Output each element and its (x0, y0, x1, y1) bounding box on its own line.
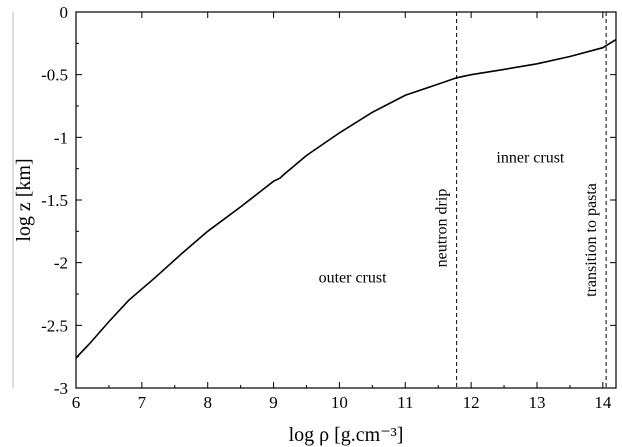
y-tick-label: -2 (54, 254, 68, 273)
x-tick-label: 7 (138, 393, 147, 412)
x-tick-label: 6 (72, 393, 81, 412)
annotation-inner-crust: inner crust (496, 149, 565, 166)
x-tick-label: 9 (269, 393, 278, 412)
x-tick-label: 8 (203, 393, 212, 412)
label-neutron-drip: neutron drip (434, 189, 451, 268)
x-axis-ticks: 6 7 8 9 10 11 12 13 14 (72, 12, 612, 412)
label-transition-to-pasta: transition to pasta (583, 183, 600, 297)
x-tick-label: 11 (397, 393, 413, 412)
y-tick-label: -0.5 (41, 66, 68, 85)
x-tick-label: 14 (594, 393, 612, 412)
plot-area (75, 12, 617, 388)
y-tick-label: 0 (60, 3, 69, 22)
plot-frame (75, 11, 617, 389)
y-tick-label: -3 (54, 379, 68, 398)
y-tick-label: -1.5 (41, 191, 68, 210)
x-tick-label: 13 (528, 393, 545, 412)
x-tick-label: 10 (331, 393, 348, 412)
y-axis-ticks: 0 -0.5 -1 -1.5 -2 -2.5 -3 (41, 3, 616, 398)
x-tick-label: 12 (463, 393, 480, 412)
y-tick-label: -2.5 (41, 316, 68, 335)
series-line-0 (75, 38, 617, 359)
y-axis-title: log z [km] (13, 158, 35, 241)
annotation-outer-crust: outer crust (319, 270, 388, 287)
y-tick-label: -1 (54, 128, 68, 147)
x-axis-title: log ρ [g.cm⁻³] (289, 424, 404, 446)
